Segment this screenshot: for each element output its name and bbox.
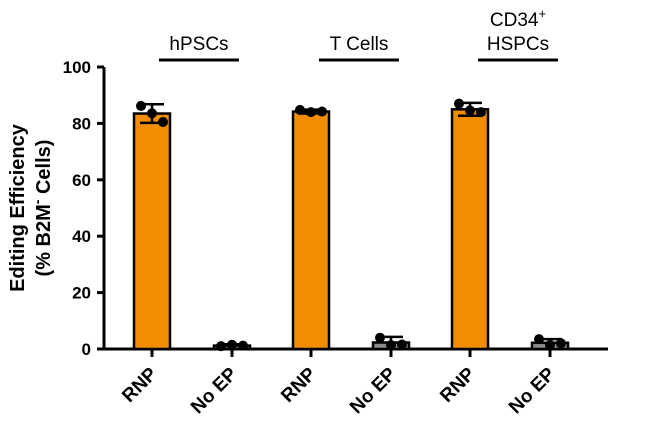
data-point xyxy=(136,100,146,111)
x-axis xyxy=(102,347,608,357)
x-tick-label: RNP xyxy=(436,363,479,406)
y-axis-title-line1: Editing Efficiency xyxy=(7,123,29,292)
group-label-line1: CD34+ xyxy=(490,6,546,31)
x-tick-labels: RNP No EP RNP No EP RNP No EP xyxy=(118,363,559,418)
bars xyxy=(132,108,570,351)
y-tick-label: 100 xyxy=(63,58,91,77)
data-point xyxy=(386,340,396,351)
y-axis-title-line2: (% B2M- Cells) xyxy=(29,140,55,277)
y-axis-title-superscript: - xyxy=(29,199,45,204)
data-point xyxy=(375,332,385,343)
data-point xyxy=(295,104,305,115)
data-point xyxy=(216,341,226,352)
x-tick-label: RNP xyxy=(277,363,320,406)
y-tick-label: 80 xyxy=(72,114,91,133)
data-points xyxy=(136,98,566,352)
data-point xyxy=(158,116,168,127)
data-point xyxy=(465,105,475,116)
group-label-main: CD34 xyxy=(490,10,539,31)
group-labels: hPSCs T Cells CD34+ HSPCs xyxy=(159,6,558,62)
y-tick-label: 0 xyxy=(82,340,91,359)
data-point xyxy=(545,340,555,351)
group-label-line2: HSPCs xyxy=(487,34,549,55)
y-axis-title-part: (% B2M xyxy=(33,204,55,276)
bar-4 xyxy=(450,108,490,351)
y-tick-label: 60 xyxy=(72,171,91,190)
data-point xyxy=(306,107,316,118)
data-point xyxy=(147,108,157,119)
bar-0 xyxy=(132,112,172,351)
error-bars xyxy=(140,101,562,349)
data-point xyxy=(317,106,327,117)
y-axis-title-part: Cells) xyxy=(33,140,55,200)
x-tick-label: RNP xyxy=(118,363,161,406)
x-tick-label: No EP xyxy=(346,363,401,418)
data-point xyxy=(534,334,544,345)
y-axis-title: Editing Efficiency (% B2M- Cells) xyxy=(7,123,55,292)
data-point xyxy=(454,98,464,109)
data-point xyxy=(227,339,237,350)
y-tick-label: 20 xyxy=(72,284,91,303)
x-tick-label: No EP xyxy=(187,363,242,418)
data-point xyxy=(476,107,486,118)
bar-2 xyxy=(291,110,331,351)
y-tick-label: 40 xyxy=(72,227,91,246)
data-point xyxy=(556,338,566,349)
data-point xyxy=(238,340,248,351)
x-tick-label: No EP xyxy=(505,363,560,418)
data-point xyxy=(397,339,407,350)
y-axis: 0 20 40 60 80 100 xyxy=(63,58,106,359)
group-label-superscript: + xyxy=(538,6,546,21)
group-label: T Cells xyxy=(330,34,389,55)
group-label: hPSCs xyxy=(169,34,228,55)
